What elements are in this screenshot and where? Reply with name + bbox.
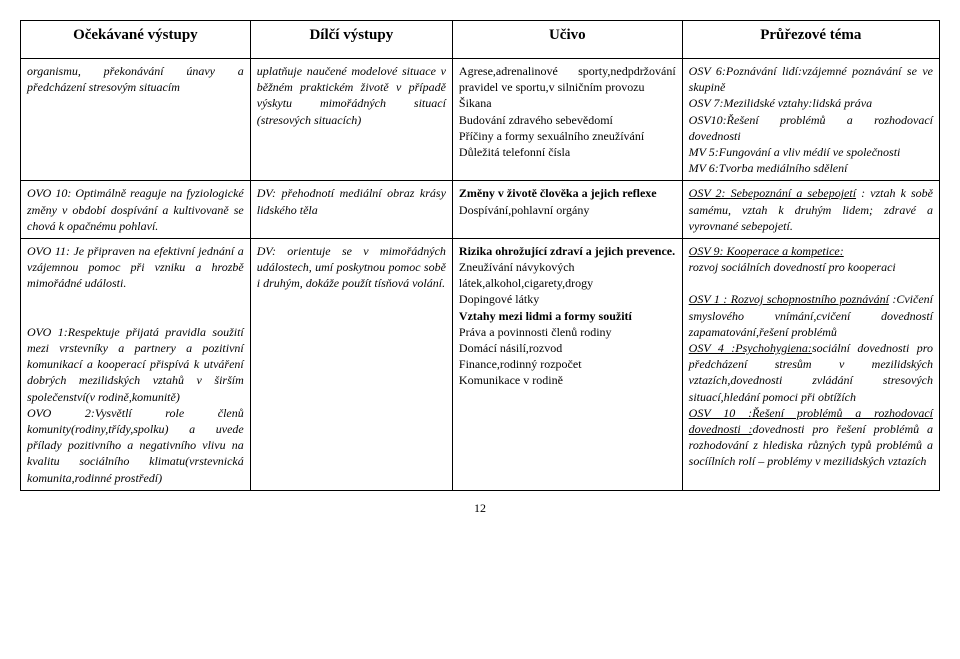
page-number: 12 [20,501,940,516]
header-curriculum: Učivo [452,21,682,59]
cell-text-bold: Vztahy mezi lidmi a formy soužití [459,309,632,323]
cell-text: Zneužívání návykových látek,alkohol,ciga… [459,260,593,306]
cell-text: Práva a povinnosti členů rodiny Domácí n… [459,325,612,388]
cell-text: OVO 11: Je připraven na efektivní jednán… [27,243,244,486]
cell-text: OSV 1 : Rozvoj schopnostního poznávání :… [689,292,933,338]
cell-text: DV: orientuje se v mimořádných událostec… [257,243,446,292]
cell-text: Agrese,adrenalinové sporty,nedpdržování … [459,63,676,160]
curriculum-table: Očekávané výstupy Dílčí výstupy Učivo Pr… [20,20,940,491]
cell-text-bold: Změny v životě člověka a jejich reflexe [459,186,657,200]
cell-text: organismu, překonávání únavy a předcháze… [27,63,244,95]
table-row: organismu, překonávání únavy a předcháze… [21,59,940,181]
cell-text: OVO 10: Optimálně reaguje na fyziologick… [27,185,244,234]
header-cross-topic: Průřezové téma [682,21,939,59]
cell-text: uplatňuje naučené modelové situace v běž… [257,63,446,128]
cell-text-bold: Rizika ohrožující zdraví a jejich preven… [459,244,675,258]
table-row: OVO 11: Je připraven na efektivní jednán… [21,238,940,490]
cell-text: OSV 10 :Řešení problémů a rozhodovací do… [689,406,933,469]
cell-text: OSV 6:Poznávání lidí:vzájemné poznávání … [689,63,933,176]
header-expected-outputs: Očekávané výstupy [21,21,251,59]
cell-text-underline: OSV 1 : Rozvoj schopnostního poznávání [689,292,889,306]
cell-text-underline: OSV 2: Sebepoznání a sebepojetí [689,186,856,200]
cell-text: rozvoj sociálních dovedností pro koopera… [689,260,896,274]
header-partial-outputs: Dílčí výstupy [250,21,452,59]
table-row: OVO 10: Optimálně reaguje na fyziologick… [21,181,940,239]
cell-text-underline: OSV 9: Kooperace a kompetice: [689,244,844,258]
cell-text: Dospívání,pohlavní orgány [459,203,589,217]
cell-text: OSV 2: Sebepoznání a sebepojetí : vztah … [689,185,933,234]
cell-text: DV: přehodnotí mediální obraz krásy lids… [257,185,446,217]
cell-text: OSV 4 :Psychohygiena:sociální dovednosti… [689,341,933,404]
cell-text-underline: OSV 4 :Psychohygiena: [689,341,812,355]
header-row: Očekávané výstupy Dílčí výstupy Učivo Pr… [21,21,940,59]
